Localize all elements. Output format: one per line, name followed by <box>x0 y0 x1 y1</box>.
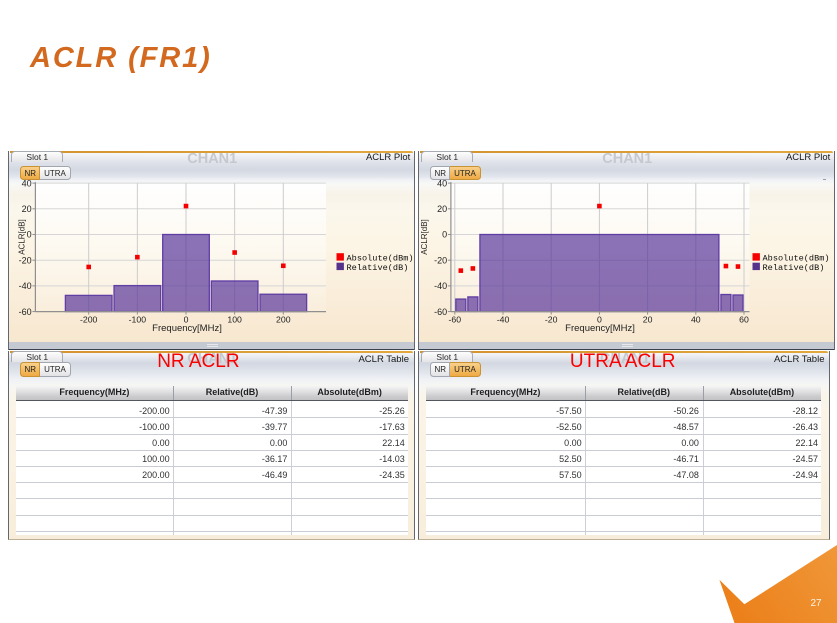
svg-text:27: 27 <box>810 598 822 609</box>
